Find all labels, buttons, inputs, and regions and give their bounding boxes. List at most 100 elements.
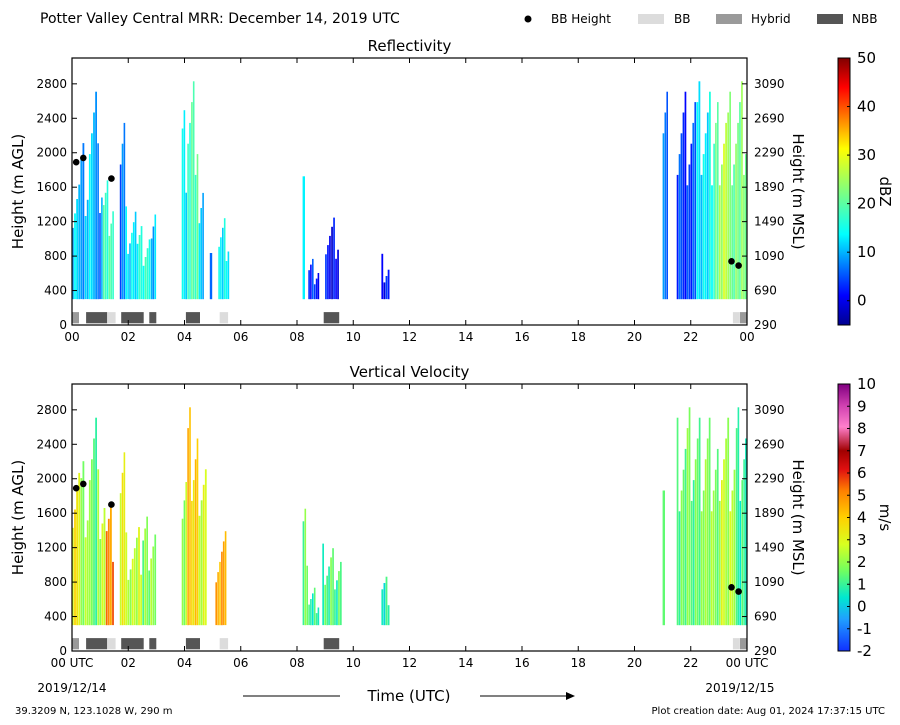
bb-height-point: [72, 158, 80, 166]
bb-height-point: [72, 484, 80, 492]
echo-column: [676, 174, 679, 300]
colorbar-tick-label: -1: [857, 620, 872, 638]
echo-column: [194, 174, 197, 300]
y-tick-label-left: 1600: [36, 506, 67, 520]
y-tick-label-right: 1490: [754, 541, 785, 555]
echo-column: [183, 110, 186, 300]
figure-title: Potter Valley Central MRR: December 14, …: [40, 11, 400, 27]
colorbar-tick-label: 40: [857, 98, 876, 116]
y-tick-label-left: 0: [59, 318, 67, 332]
y-tick-label-left: 800: [44, 249, 67, 263]
bb-height-point: [108, 501, 115, 508]
echo-column: [102, 205, 105, 300]
y-tick-label-right: 690: [754, 610, 777, 624]
echo-column: [225, 261, 228, 300]
echo-column: [103, 508, 106, 626]
echo-column: [340, 561, 342, 626]
echo-column: [312, 593, 314, 626]
echo-column: [325, 254, 327, 300]
echo-column: [678, 511, 681, 626]
echo-column: [715, 122, 717, 300]
echo-column: [337, 249, 339, 300]
echo-column: [95, 91, 97, 300]
echo-column: [74, 509, 76, 626]
y-tick-label-right: 1890: [754, 180, 785, 194]
echo-column: [662, 490, 665, 626]
bb-height-point: [735, 588, 742, 595]
y-tick-label-right: 290: [754, 644, 777, 658]
x-tick-label: 22: [683, 330, 698, 344]
echo-column: [125, 532, 128, 626]
y-tick-label-left: 0: [59, 644, 67, 658]
x-tick-label: 12: [402, 330, 417, 344]
bb-type-bar-nbb: [149, 638, 157, 650]
echo-column: [733, 164, 735, 300]
echo-column: [142, 265, 145, 300]
echo-column: [717, 102, 719, 300]
echo-column: [144, 528, 146, 626]
echo-column: [125, 206, 127, 300]
echo-column: [308, 604, 310, 626]
y-tick-label-left: 1600: [36, 180, 67, 194]
echo-column: [200, 208, 202, 300]
echo-column: [664, 112, 667, 300]
location-label: 39.3209 N, 123.1028 W, 290 m: [15, 706, 173, 717]
echo-column: [196, 154, 199, 300]
echo-column: [743, 459, 745, 626]
echo-column: [78, 184, 81, 300]
bb-type-bar-bb: [219, 638, 229, 650]
y-tick-label-left: 800: [44, 575, 67, 589]
echo-column: [317, 607, 320, 626]
echo-column: [76, 491, 78, 626]
echo-column: [704, 459, 707, 626]
echo-column: [150, 558, 152, 626]
echo-column: [152, 546, 155, 626]
echo-column: [224, 531, 227, 626]
x-tick-label: 08: [289, 330, 304, 344]
echo-column: [78, 472, 81, 626]
plot-area: [72, 58, 747, 325]
echo-column: [72, 227, 74, 300]
echo-column: [733, 469, 736, 626]
echo-column: [106, 180, 109, 300]
echo-column: [723, 459, 725, 626]
echo-column: [223, 218, 226, 300]
echo-column: [729, 511, 732, 626]
echo-column: [107, 518, 110, 626]
x-tick-label: 10: [346, 330, 361, 344]
echo-column: [686, 428, 689, 626]
y-tick-label-right: 2690: [754, 437, 785, 451]
echo-column: [731, 185, 733, 300]
x-tick-label: 16: [514, 656, 529, 670]
echo-column: [133, 548, 136, 626]
echo-column: [385, 276, 388, 300]
bb-type-bar-nbb: [323, 312, 340, 324]
echo-column: [686, 185, 689, 300]
echo-column: [306, 565, 308, 626]
echo-column: [704, 133, 707, 300]
echo-column: [700, 174, 703, 300]
echo-column: [119, 493, 122, 626]
legend-label-bb: BB: [674, 12, 690, 26]
legend-label-nbb: NBB: [852, 12, 877, 26]
echo-column: [154, 214, 157, 300]
echo-column: [189, 407, 191, 626]
echo-column: [140, 574, 142, 626]
echo-column: [99, 539, 102, 626]
y-tick-label-left: 2400: [36, 437, 67, 451]
echo-column: [121, 143, 124, 300]
echo-column: [313, 284, 316, 300]
echo-column: [80, 159, 83, 300]
echo-column: [194, 459, 197, 626]
bb-type-bar-nbb: [121, 638, 144, 650]
echo-column: [198, 223, 201, 300]
legend-marker-bb-height: [524, 15, 532, 23]
echo-column: [196, 438, 199, 626]
x-tick-label: 04: [177, 656, 192, 670]
echo-column: [185, 192, 187, 300]
bb-height-point: [108, 175, 115, 182]
x-tick-label: 20: [627, 330, 642, 344]
echo-column: [192, 480, 195, 626]
echo-column: [84, 216, 87, 300]
bb-type-bar-nbb: [121, 312, 144, 324]
